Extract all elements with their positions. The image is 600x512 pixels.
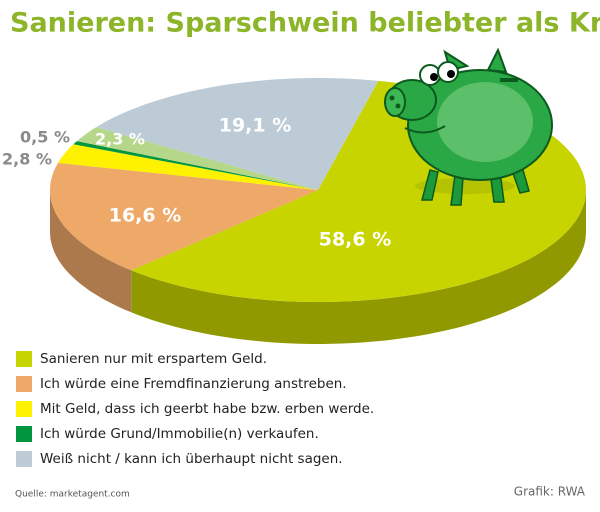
slice-side [131, 190, 587, 344]
legend-label: Ich würde eine Fremdfinanzierung anstreb… [40, 376, 347, 392]
value-label: 19,1 % [219, 115, 292, 137]
value-label: 2,3 % [95, 130, 145, 149]
credit: Grafik: RWA [514, 485, 586, 499]
legend-label: Mit Geld, dass ich geerbt habe bzw. erbe… [40, 401, 374, 417]
legend-swatch [16, 451, 32, 467]
legend-swatch [16, 401, 32, 417]
legend-label: Weiß nicht / kann ich überhaupt nicht sa… [40, 451, 343, 467]
source: Quelle: marketagent.com [15, 490, 130, 500]
value-label: 2,8 % [2, 150, 52, 169]
slice-side [50, 190, 132, 313]
slice [96, 78, 379, 190]
legend-swatch [16, 376, 32, 392]
value-label: 16,6 % [109, 205, 182, 227]
pig-illustration [384, 47, 553, 206]
value-label: 58,6 % [319, 229, 392, 251]
slice [73, 141, 318, 190]
slice [58, 144, 318, 190]
value-label: 0,5 % [20, 128, 70, 147]
slice [50, 162, 318, 271]
slice [76, 127, 319, 190]
legend-swatch [16, 351, 32, 367]
legend-swatch [16, 426, 32, 442]
legend: Sanieren nur mit erspartem Geld. Ich würd… [16, 351, 374, 467]
legend-label: Ich würde Grund/Immobilie(n) verkaufen. [40, 426, 319, 442]
legend-label: Sanieren nur mit erspartem Geld. [40, 351, 267, 367]
chart-title: Sanieren: Sparschwein beliebter als Kred… [10, 8, 600, 39]
